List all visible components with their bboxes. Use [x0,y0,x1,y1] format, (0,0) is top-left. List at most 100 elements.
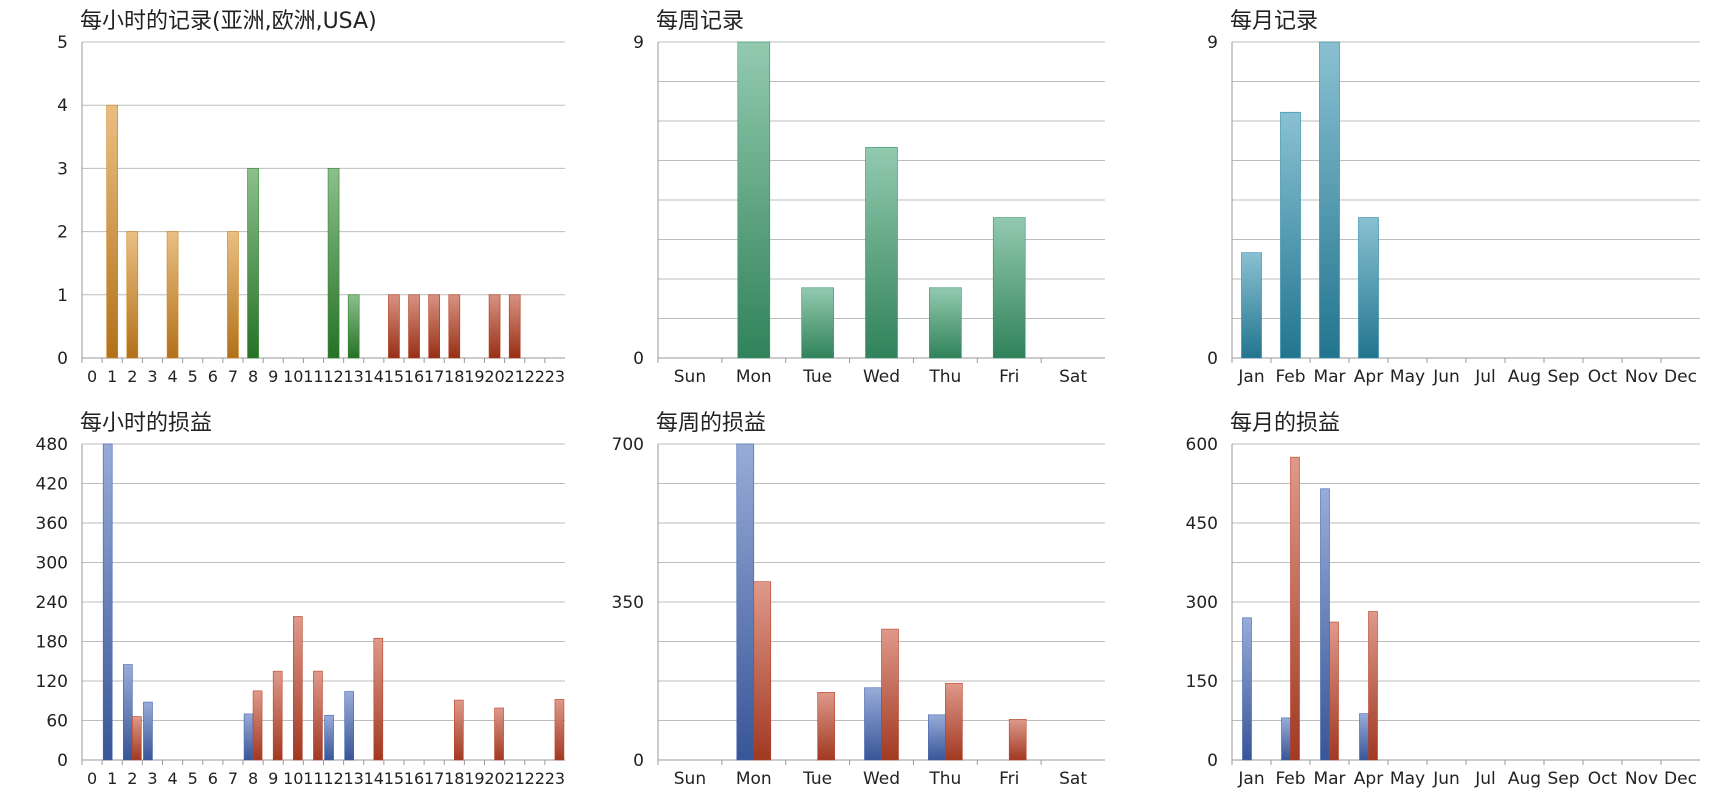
bar [1281,717,1291,761]
x-tick-label: 17 [424,769,444,788]
bar [817,691,835,761]
bar [247,168,259,359]
y-tick-label: 0 [1207,751,1218,771]
bar [881,628,899,761]
x-tick-label: Jun [1432,769,1460,789]
bar [143,701,153,761]
y-tick-label: 4 [57,96,68,116]
x-tick-label: Apr [1354,769,1383,789]
y-tick-label: 1 [57,286,68,306]
y-tick-label: 300 [1186,593,1218,613]
bar [243,713,254,761]
x-tick-label: Jan [1237,769,1264,789]
bar [448,294,461,359]
y-tick-label: 350 [612,593,644,613]
x-tick-label: 13 [344,769,364,788]
y-tick-label: 0 [633,751,644,771]
chart-5: 每周的损益 0 350 700 Sun Mon Tue Wed Thu Fri Sat [612,411,1105,789]
x-tick-label: Mar [1313,769,1345,789]
y-tick-label: 9 [1207,33,1218,53]
bar [388,294,400,359]
x-tick-label: Nov [1625,769,1658,789]
y-tick-label: 450 [1186,514,1218,534]
x-tick-label: Tue [802,769,832,789]
bar [132,716,142,761]
x-tick-label: 5 [188,769,198,788]
x-tick-label: 7 [228,367,238,386]
x-tick-label: 8 [248,367,258,386]
x-tick-label: Dec [1664,367,1697,387]
x-tick-label: 16 [404,769,424,788]
bar [313,670,323,761]
chart-title: 每月的损益 [1230,411,1340,436]
x-tick-label: 1 [107,769,117,788]
y-tick-label: 240 [36,593,68,613]
y-tick-label: 0 [1207,349,1218,369]
bar [293,616,303,761]
y-tick-label: 150 [1186,672,1218,692]
x-tick-label: 20 [484,769,504,788]
x-tick-label: Sep [1547,769,1579,789]
chart-title: 每周记录 [656,9,744,34]
y-tick-label: 2 [57,223,68,243]
bar [1368,611,1378,761]
y-tick-label: 360 [36,514,68,534]
x-tick-label: 6 [208,367,218,386]
x-tick-label: 11 [303,769,323,788]
bar [1242,617,1252,761]
y-tick-label: 120 [36,672,68,692]
x-tick-label: Feb [1275,769,1305,789]
y-tick-label: 0 [57,751,68,771]
bar [554,699,565,761]
x-tick-label: 3 [147,769,157,788]
x-tick-label: Feb [1275,367,1305,387]
y-tick-label: 480 [36,435,68,455]
bar [344,691,354,761]
chart-title: 每小时的损益 [80,411,212,436]
bar [373,637,384,761]
chart-2: 每周记录 0 9 Sun Mon Tue Wed Thu Fri Sat [633,9,1105,387]
x-tick-label: 9 [268,367,278,386]
bar [736,443,755,761]
x-tick-label: 10 [283,367,303,386]
bar [252,690,263,761]
x-tick-label: 0 [87,769,97,788]
x-tick-label: 22 [525,367,545,386]
x-tick-label: Mon [736,769,772,789]
bar [929,287,962,359]
x-tick-label: Wed [863,367,900,387]
x-tick-label: 16 [404,367,424,386]
x-tick-label: Sun [674,367,706,387]
x-tick-label: Dec [1664,769,1697,789]
bar [123,664,133,761]
x-tick-label: 14 [364,367,384,386]
x-tick-label: 12 [323,769,343,788]
x-tick-label: 7 [228,769,238,788]
x-tick-label: Fri [999,769,1019,789]
x-tick-label: Oct [1588,769,1618,789]
y-tick-label: 0 [633,349,644,369]
x-tick-label: May [1390,367,1425,387]
chart-6: 每月的损益 0 150 300 450 600 Jan Feb Mar Apr May Jun Jul A… [1186,411,1700,789]
bar [428,294,440,359]
x-tick-label: 10 [283,769,303,788]
x-tick-label: Sun [674,769,706,789]
bar [1359,713,1369,761]
bar [865,147,898,359]
x-tick-label: Wed [863,769,900,789]
bar [945,682,963,761]
x-tick-label: 12 [323,367,343,386]
x-tick-label: 13 [344,367,364,386]
bar [1319,41,1340,359]
x-tick-label: Apr [1354,367,1383,387]
bar [106,104,118,359]
x-tick-label: 21 [505,769,525,788]
bar [488,294,501,359]
x-tick-label: 4 [167,367,177,386]
x-tick-label: 20 [484,367,504,386]
x-tick-label: Sep [1547,367,1579,387]
chart-title: 每月记录 [1230,9,1318,34]
x-tick-label: 4 [167,769,177,788]
